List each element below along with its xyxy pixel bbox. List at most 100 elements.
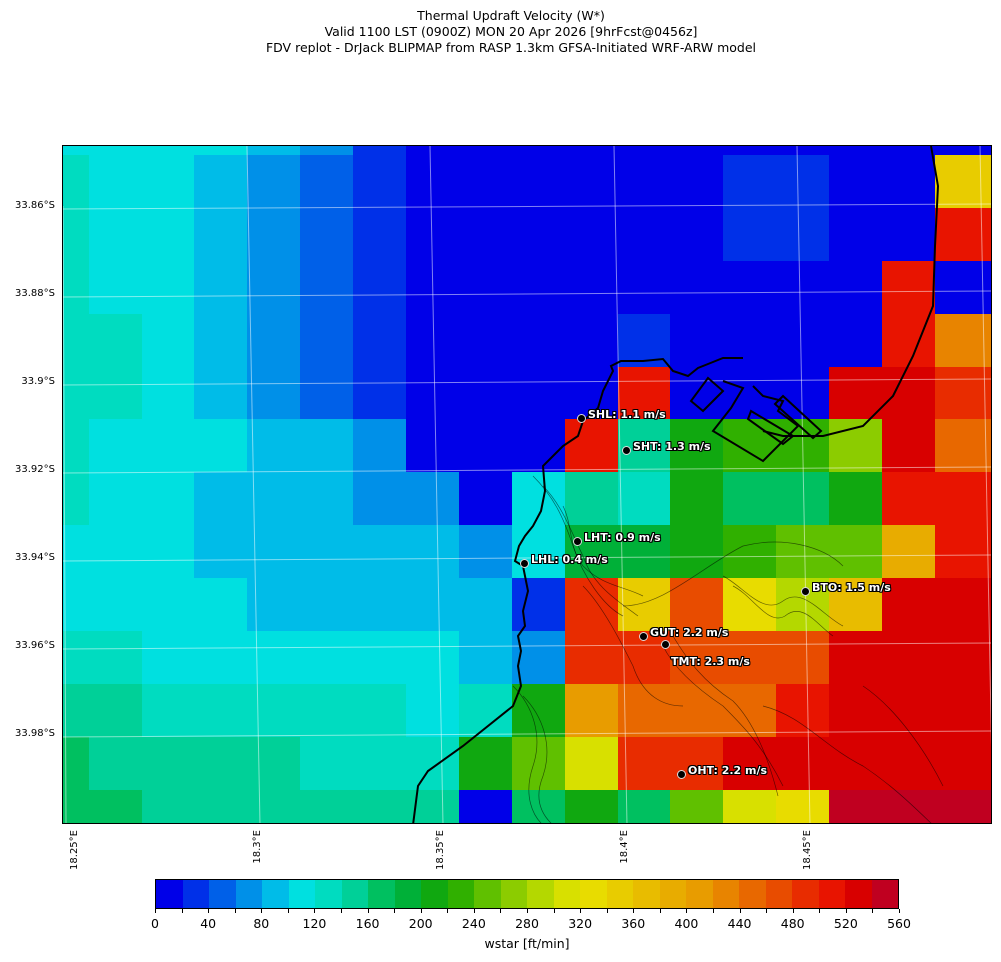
- heatmap-cell: [776, 472, 829, 525]
- x-tick-label: 18.45°E: [802, 830, 813, 870]
- heatmap-cell: [565, 684, 618, 737]
- heatmap-cell: [512, 578, 565, 631]
- heatmap-cell: [300, 525, 353, 578]
- heatmap-cell: [776, 525, 829, 578]
- station-marker-icon: [677, 770, 686, 779]
- colorbar-bin: [156, 880, 183, 908]
- heatmap-cell: [829, 314, 882, 367]
- x-tick-label: 18.35°E: [435, 830, 446, 870]
- heatmap-cell: [63, 314, 89, 367]
- graticule: [63, 146, 991, 823]
- colorbar-tick: [739, 909, 741, 913]
- colorbar-bin: [447, 880, 474, 908]
- heatmap-cell: [247, 525, 300, 578]
- heatmap-cell: [300, 367, 353, 419]
- heatmap-cell: [142, 155, 194, 208]
- heatmap-cell: [618, 684, 670, 737]
- colorbar-tick: [527, 909, 528, 913]
- coastline: [412, 146, 940, 823]
- heatmap-cell: [618, 578, 670, 631]
- colorbar-bin: [315, 880, 342, 908]
- heatmap-cell: [459, 419, 512, 472]
- heatmap-cell: [512, 208, 565, 261]
- title-line-3: FDV replot - DrJack BLIPMAP from RASP 1.…: [265, 40, 757, 55]
- heatmap-cell: [406, 737, 459, 790]
- heatmap-cell: [776, 146, 829, 155]
- heatmap-cell: [776, 208, 829, 261]
- heatmap-cell: [89, 684, 142, 737]
- heatmap-cell: [353, 146, 406, 155]
- station-label-tmt: TMT: 2.3 m/s: [671, 655, 750, 668]
- heatmap-cell: [194, 314, 247, 367]
- heatmap-cell: [247, 261, 300, 314]
- colorbar-tick-label: 160: [355, 916, 380, 931]
- heatmap-cell: [353, 525, 406, 578]
- heatmap-cell: [142, 737, 194, 790]
- heatmap-cell: [565, 790, 618, 823]
- heatmap-cell: [353, 419, 406, 472]
- heatmap-cell: [670, 790, 723, 823]
- station-label-lht: LHT: 0.9 m/s: [584, 531, 661, 544]
- heatmap-cell: [565, 631, 618, 684]
- heatmap-cell: [935, 631, 991, 684]
- heatmap-cell: [459, 146, 512, 155]
- heatmap-cell: [882, 155, 935, 208]
- heatmap-cell: [670, 684, 723, 737]
- colorbar-tick: [845, 909, 847, 913]
- colorbar-bin: [421, 880, 448, 908]
- heatmap-cell: [63, 472, 89, 525]
- heatmap-cell: [459, 472, 512, 525]
- heatmap-cell: [618, 525, 670, 578]
- heatmap-cell: [565, 367, 618, 419]
- heatmap-cell: [829, 790, 882, 823]
- heatmap-cell: [776, 578, 829, 631]
- heatmap-cell: [829, 525, 882, 578]
- colorbar-tick: [208, 909, 210, 913]
- heatmap-cell: [935, 367, 991, 419]
- heatmap-cell: [829, 737, 882, 790]
- heatmap-cell: [63, 419, 89, 472]
- station-marker-icon: [573, 537, 582, 546]
- colorbar-bin: [792, 880, 819, 908]
- colorbar-bin: [871, 880, 898, 908]
- colorbar-tick: [341, 909, 342, 913]
- heatmap-cell: [882, 631, 935, 684]
- heatmap-cell: [63, 261, 89, 314]
- heatmap-cell: [935, 472, 991, 525]
- heatmap-cell: [935, 684, 991, 737]
- heatmap-cell: [565, 155, 618, 208]
- heatmap-cell: [406, 146, 459, 155]
- heatmap-cell: [618, 261, 670, 314]
- station-label-lhl: LHL: 0.4 m/s: [531, 553, 608, 566]
- heatmap-cell: [512, 419, 565, 472]
- heatmap-cell: [882, 261, 935, 314]
- heatmap-cell: [194, 525, 247, 578]
- heatmap-cell: [829, 631, 882, 684]
- heatmap-cell: [723, 525, 776, 578]
- heatmap-cell: [89, 472, 142, 525]
- map-plot-area: [62, 145, 992, 824]
- heatmap-cell: [512, 261, 565, 314]
- heatmap-cell: [723, 790, 776, 823]
- colorbar-bin: [818, 880, 845, 908]
- heatmap-cell: [89, 578, 142, 631]
- heatmap-cell: [512, 737, 565, 790]
- heatmap-cell: [89, 155, 142, 208]
- heatmap-cell: [89, 737, 142, 790]
- heatmap-cell: [353, 737, 406, 790]
- colorbar-tick: [659, 909, 661, 913]
- heatmap-cell: [935, 155, 991, 208]
- heatmap-cell: [194, 737, 247, 790]
- heatmap-cell: [512, 314, 565, 367]
- colorbar-bin: [686, 880, 713, 908]
- heatmap-cell: [353, 261, 406, 314]
- colorbar-tick-label: 0: [151, 916, 159, 931]
- heatmap-cell: [194, 790, 247, 823]
- heatmap-cell: [300, 578, 353, 631]
- colorbar-tick: [314, 909, 316, 913]
- colorbar-tick-label: 360: [621, 916, 646, 931]
- heatmap-cell: [776, 314, 829, 367]
- colorbar-tick: [287, 909, 289, 913]
- heatmap-cell: [565, 737, 618, 790]
- colorbar-bin: [235, 880, 262, 908]
